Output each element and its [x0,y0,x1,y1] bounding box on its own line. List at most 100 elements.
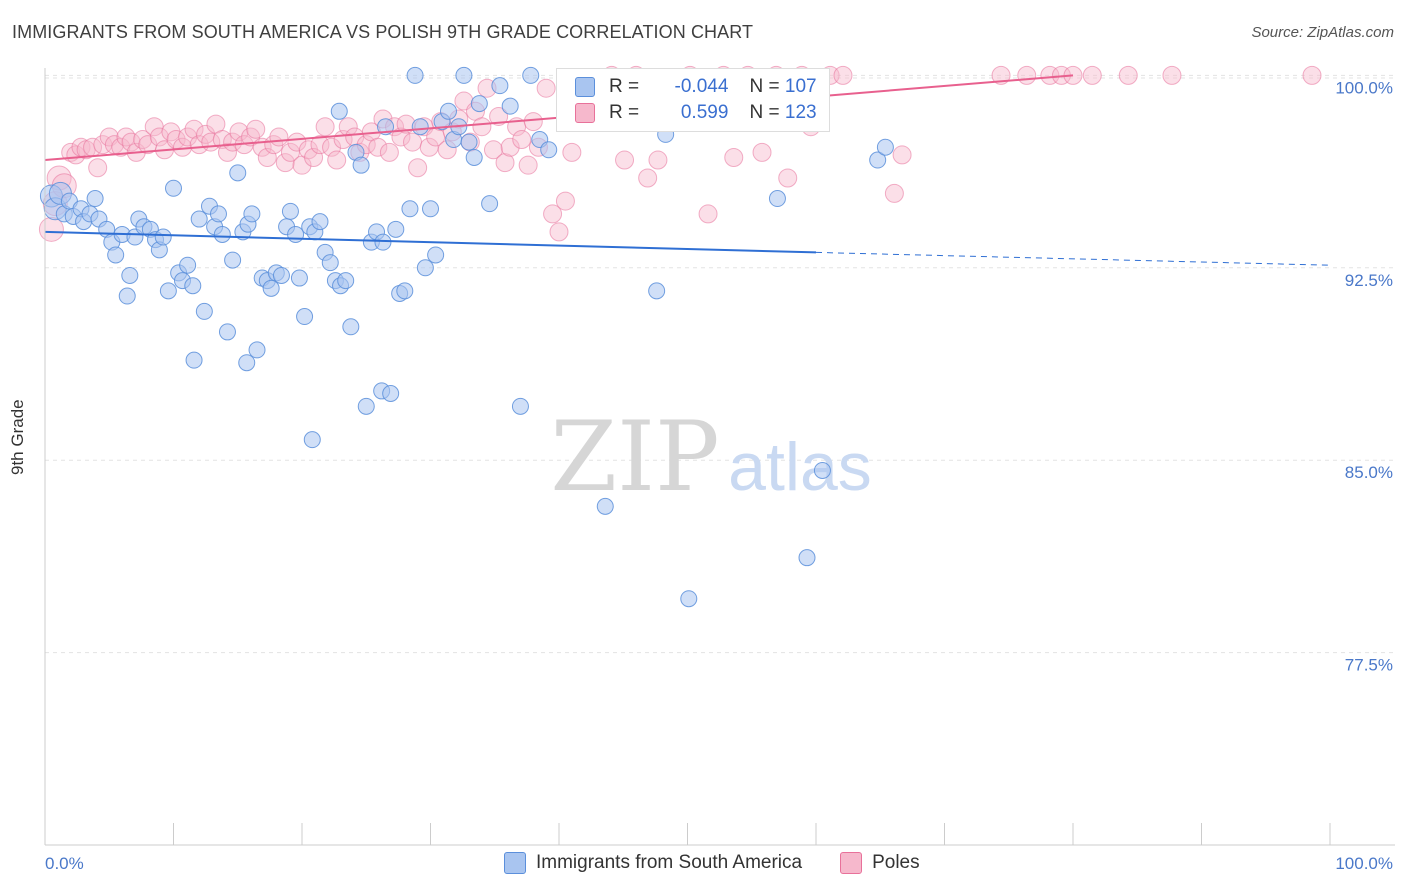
pole-point [778,168,798,188]
legend-swatch-south-america [504,852,526,874]
pole-point [884,183,904,203]
blue-swatch [575,77,595,97]
south-america-point [195,302,213,320]
south-america-point [185,351,203,369]
pole-point [391,127,411,147]
pole-point [698,204,718,224]
pole-point [403,132,423,152]
pole-point [133,130,153,150]
south-america-point [154,228,172,246]
pole-point [1118,65,1138,85]
pole-point [88,158,108,178]
south-america-point [869,151,887,169]
south-america-point [287,225,305,243]
south-america-point [209,205,227,223]
pole-point [121,132,141,152]
pole-point [189,135,209,155]
pole-point [752,142,772,162]
source-label: Source: ZipAtlas.com [1251,24,1394,41]
south-america-point [86,190,104,208]
r-value: -0.044 [674,76,729,97]
south-america-point [229,164,247,182]
south-america-point [337,272,355,290]
bottom-legend: Immigrants from South America Poles [504,852,920,874]
pole-point [638,168,658,188]
pole-point [724,147,744,167]
r-value: 0.599 [680,102,729,123]
pole-point [322,137,342,157]
south-america-point [455,66,473,84]
south-america-point [342,318,360,336]
pole-point [555,191,575,211]
y-tick-label: 85.0% [1345,463,1393,482]
south-america-point [768,190,786,208]
r-label: R = [609,102,640,123]
south-america-point [491,77,509,95]
pole-point [327,150,347,170]
south-america-point [876,138,894,156]
pole-point [111,137,131,157]
pole-point [246,119,266,139]
south-america-point [798,549,816,567]
y-axis-label: 9th Grade [8,399,27,475]
south-america-point [465,148,483,166]
axes [44,68,1395,846]
watermark-atlas: atlas [728,429,872,505]
south-america-point [311,213,329,231]
stats-row-poles: R = 0.599 N = 123 [575,100,817,126]
stats-legend: R = -0.044 N = 107 R = 0.599 N = 123 [556,68,830,132]
south-america-point [243,205,261,223]
pole-point [379,142,399,162]
south-america-point [387,220,405,238]
south-america-point [813,461,831,479]
pole-point [229,122,249,142]
chart-title: IMMIGRANTS FROM SOUTH AMERICA VS POLISH … [12,22,754,42]
pole-point [116,127,136,147]
south-america-point [406,66,424,84]
pole-point [368,137,388,157]
pole-point [536,78,556,98]
pole-point [315,117,335,137]
legend-label-poles: Poles [872,852,920,873]
south-america-point [422,200,439,218]
south-america-point [296,308,314,326]
south-america-point [272,266,290,284]
y-tick-label: 100.0% [1335,78,1393,97]
south-america-point [460,133,478,151]
south-america-point [107,246,125,264]
south-america-point [303,431,321,449]
watermark-zip: ZIP [550,401,719,513]
pole-point [184,119,204,139]
south-america-point [596,497,614,515]
south-america-point [357,397,375,415]
south-america-point [511,397,529,415]
pole-point [892,145,912,165]
south-america-point [179,256,197,274]
south-america-point [248,341,266,359]
south-america-point [481,195,499,213]
pole-point [472,117,492,137]
pole-point [217,142,237,162]
pole-point [310,135,330,155]
south-america-point [680,590,698,608]
south-america-point [501,97,519,115]
south-america-point [396,282,414,300]
south-america-point [238,354,256,372]
pole-point [562,142,582,162]
south-america-point [439,102,457,120]
south-america-point [224,251,242,269]
south-america-point [159,282,177,300]
pole-point [149,127,169,147]
r-label: R = [609,76,640,97]
pole-point [489,106,509,126]
south-america-point [165,179,182,197]
south-america-point [184,277,202,295]
south-america-trend [44,230,817,254]
south-america-point [352,156,370,174]
south-america-point [411,118,429,136]
pole-point [275,153,295,173]
pole-point [991,65,1011,85]
pole-point [287,132,307,152]
south-america-point [190,210,208,228]
pole-point [1162,65,1182,85]
